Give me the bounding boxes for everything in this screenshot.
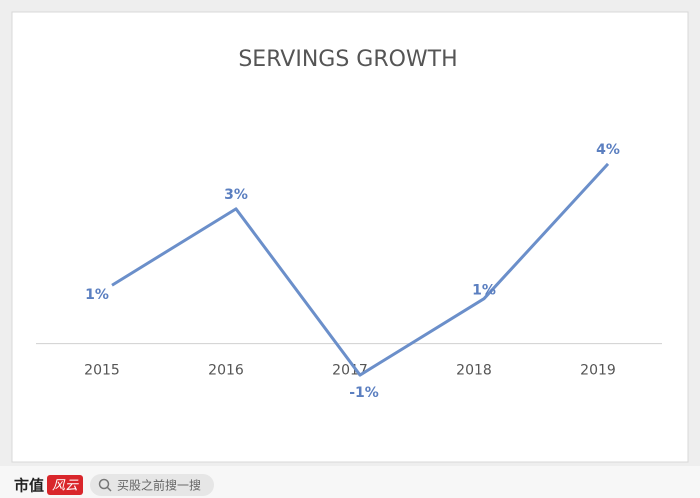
data-label: 1% — [85, 287, 109, 303]
chart-title: SERVINGS GROWTH — [238, 47, 457, 72]
x-tick-label: 2016 — [208, 363, 244, 379]
x-tick-label: 2015 — [84, 363, 120, 379]
x-tick-label: 2018 — [456, 363, 492, 379]
x-tick-label: 2019 — [580, 363, 616, 379]
logo-badge — [47, 475, 83, 495]
search-placeholder: 买股之前搜一搜 — [117, 478, 201, 493]
search-icon — [106, 486, 112, 492]
x-tick-label: 2017 — [332, 363, 368, 379]
search-icon — [98, 478, 110, 490]
logo-badge-text: 风云 — [52, 479, 79, 494]
chart-card — [11, 11, 689, 463]
logo-text: 市值 — [14, 477, 44, 495]
data-label: 4% — [596, 142, 620, 158]
search-box[interactable] — [90, 474, 214, 496]
data-label: -1% — [349, 385, 379, 401]
series-line — [111, 162, 610, 377]
data-label: 1% — [472, 283, 496, 299]
data-label: 3% — [224, 187, 248, 203]
